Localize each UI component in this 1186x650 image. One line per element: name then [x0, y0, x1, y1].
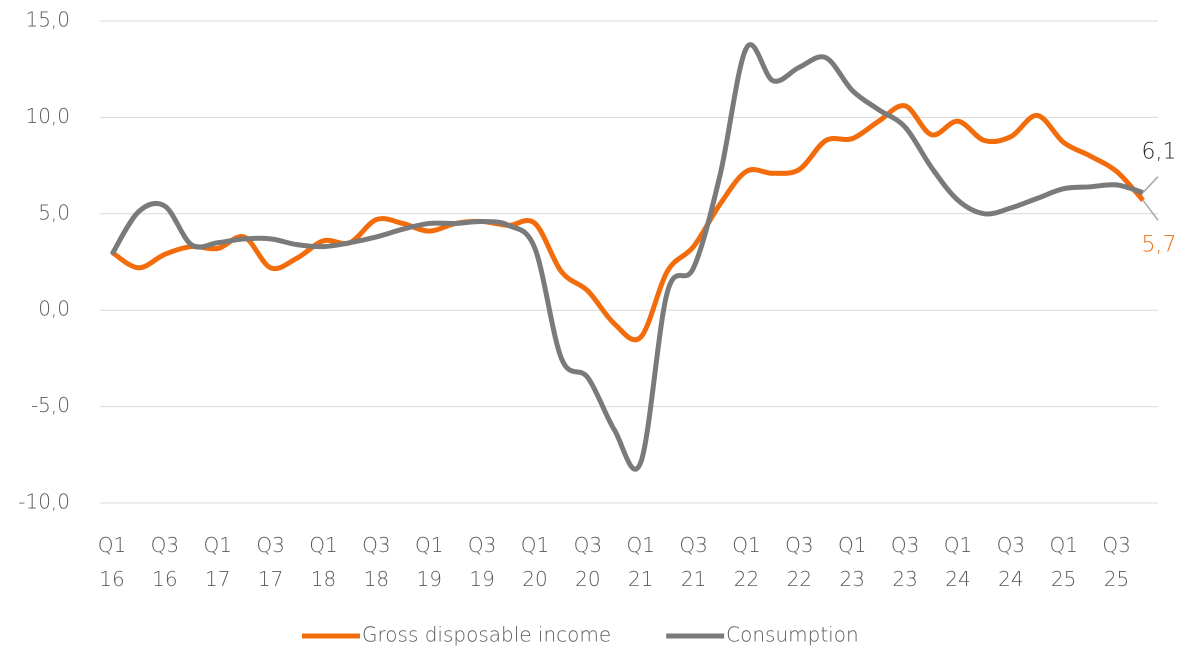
x-tick-line: Q3: [256, 533, 284, 557]
x-tick-label: Q3 16: [151, 533, 179, 591]
x-tick-line: 17: [258, 567, 283, 591]
x-tick-line: Q1: [944, 533, 972, 557]
x-tick-line: 21: [628, 567, 653, 591]
x-tick-line: 19: [469, 567, 494, 591]
x-tick-line: 23: [839, 567, 864, 591]
y-tick-label: -5,0: [31, 393, 70, 417]
x-tick-line: 17: [205, 567, 230, 591]
x-tick-label: Q3 23: [891, 533, 919, 591]
x-tick-line: 16: [99, 567, 124, 591]
x-tick-line: 24: [945, 567, 970, 591]
y-tick-label: 10,0: [25, 104, 70, 128]
x-tick-label: Q1 23: [838, 533, 866, 591]
label-leader: [1142, 199, 1159, 221]
x-tick-line: Q1: [732, 533, 760, 557]
x-tick-line: 25: [1051, 567, 1076, 591]
x-tick-line: Q3: [997, 533, 1025, 557]
x-tick-line: 21: [681, 567, 706, 591]
label-leader: [1142, 176, 1159, 194]
x-tick-line: 20: [522, 567, 547, 591]
x-tick-label: Q3 20: [574, 533, 602, 591]
x-tick-line: Q3: [785, 533, 813, 557]
x-tick-label: Q3 25: [1102, 533, 1130, 591]
y-tick-label: 5,0: [38, 200, 70, 224]
x-tick-line: Q1: [204, 533, 232, 557]
x-tick-line: Q1: [521, 533, 549, 557]
x-tick-label: Q3 21: [679, 533, 707, 591]
x-tick-line: 22: [787, 567, 812, 591]
legend-label: Gross disposable income: [362, 623, 611, 647]
x-tick-label: Q1 22: [732, 533, 760, 591]
x-tick-line: Q1: [1049, 533, 1077, 557]
x-tick-line: Q3: [1102, 533, 1130, 557]
series-line: [109, 42, 1144, 472]
value-label: 5,7: [1142, 232, 1177, 257]
x-tick-line: 18: [311, 567, 336, 591]
x-tick-label: Q1 19: [415, 533, 443, 591]
x-tick-label: Q3 24: [997, 533, 1025, 591]
x-tick-line: 16: [152, 567, 177, 591]
x-tick-line: 25: [1104, 567, 1129, 591]
x-tick-line: 19: [417, 567, 442, 591]
x-tick-line: Q3: [891, 533, 919, 557]
x-tick-line: Q1: [415, 533, 443, 557]
x-tick-label: Q1 17: [204, 533, 232, 591]
x-tick-line: 22: [734, 567, 759, 591]
x-tick-label: Q3 22: [785, 533, 813, 591]
x-tick-label: Q1 20: [521, 533, 549, 591]
x-tick-label: Q1 18: [309, 533, 337, 591]
x-tick-line: 20: [575, 567, 600, 591]
x-tick-label: Q3 18: [362, 533, 390, 591]
x-tick-label: Q3 19: [468, 533, 496, 591]
value-label: 6,1: [1142, 140, 1177, 165]
x-tick-line: 24: [998, 567, 1023, 591]
series-line: [110, 103, 1145, 343]
legend-label: Consumption: [726, 623, 858, 647]
x-tick-line: Q3: [574, 533, 602, 557]
x-tick-line: Q1: [98, 533, 126, 557]
x-tick-line: 18: [364, 567, 389, 591]
x-tick-line: 23: [892, 567, 917, 591]
x-tick-label: Q1 16: [98, 533, 126, 591]
x-tick-label: Q3 17: [256, 533, 284, 591]
x-tick-line: Q3: [151, 533, 179, 557]
y-tick-label: 0,0: [38, 297, 70, 321]
x-tick-line: Q3: [679, 533, 707, 557]
x-tick-label: Q1 25: [1049, 533, 1077, 591]
x-tick-label: Q1 21: [626, 533, 654, 591]
x-tick-label: Q1 24: [944, 533, 972, 591]
x-tick-line: Q3: [468, 533, 496, 557]
x-tick-line: Q1: [838, 533, 866, 557]
y-tick-label: -10,0: [18, 490, 70, 514]
x-tick-line: Q1: [309, 533, 337, 557]
x-tick-line: Q1: [626, 533, 654, 557]
x-tick-line: Q3: [362, 533, 390, 557]
y-tick-label: 15,0: [25, 8, 70, 32]
